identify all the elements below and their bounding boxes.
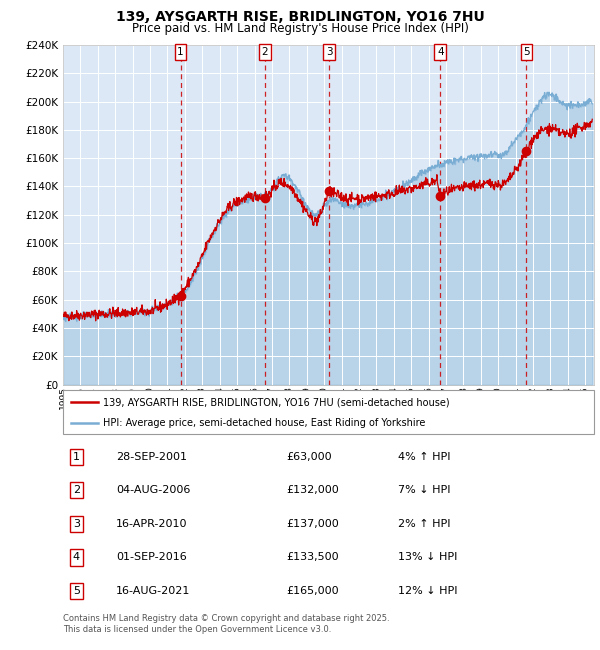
Text: 4: 4 (437, 47, 443, 57)
Text: £132,000: £132,000 (286, 486, 339, 495)
Text: £63,000: £63,000 (286, 452, 332, 461)
Text: HPI: Average price, semi-detached house, East Riding of Yorkshire: HPI: Average price, semi-detached house,… (103, 418, 425, 428)
Text: 01-SEP-2016: 01-SEP-2016 (116, 552, 187, 562)
Text: £165,000: £165,000 (286, 586, 338, 596)
Text: 28-SEP-2001: 28-SEP-2001 (116, 452, 187, 461)
Text: 4% ↑ HPI: 4% ↑ HPI (398, 452, 450, 461)
Text: 13% ↓ HPI: 13% ↓ HPI (398, 552, 457, 562)
Text: 12% ↓ HPI: 12% ↓ HPI (398, 586, 457, 596)
Text: 139, AYSGARTH RISE, BRIDLINGTON, YO16 7HU: 139, AYSGARTH RISE, BRIDLINGTON, YO16 7H… (116, 10, 484, 24)
FancyBboxPatch shape (63, 390, 594, 434)
Text: 2% ↑ HPI: 2% ↑ HPI (398, 519, 450, 529)
Text: This data is licensed under the Open Government Licence v3.0.: This data is licensed under the Open Gov… (63, 625, 331, 634)
Text: 7% ↓ HPI: 7% ↓ HPI (398, 486, 450, 495)
Text: 139, AYSGARTH RISE, BRIDLINGTON, YO16 7HU (semi-detached house): 139, AYSGARTH RISE, BRIDLINGTON, YO16 7H… (103, 397, 449, 408)
Text: Price paid vs. HM Land Registry's House Price Index (HPI): Price paid vs. HM Land Registry's House … (131, 22, 469, 35)
Text: 04-AUG-2006: 04-AUG-2006 (116, 486, 190, 495)
Text: 2: 2 (73, 486, 80, 495)
Text: 2: 2 (261, 47, 268, 57)
Text: £133,500: £133,500 (286, 552, 338, 562)
Text: 1: 1 (177, 47, 184, 57)
Text: 5: 5 (523, 47, 530, 57)
Text: Contains HM Land Registry data © Crown copyright and database right 2025.: Contains HM Land Registry data © Crown c… (63, 614, 389, 623)
Text: 1: 1 (73, 452, 80, 461)
Text: £137,000: £137,000 (286, 519, 339, 529)
Text: 3: 3 (73, 519, 80, 529)
Text: 3: 3 (326, 47, 332, 57)
Text: 4: 4 (73, 552, 80, 562)
Text: 5: 5 (73, 586, 80, 596)
Text: 16-APR-2010: 16-APR-2010 (116, 519, 188, 529)
Text: 16-AUG-2021: 16-AUG-2021 (116, 586, 190, 596)
